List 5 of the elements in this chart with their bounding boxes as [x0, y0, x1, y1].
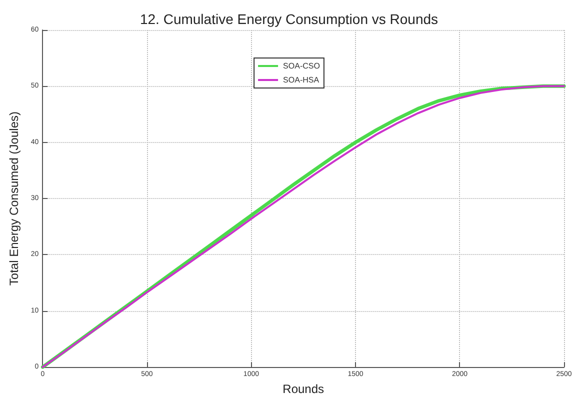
- y-axis-title: Total Energy Consumed (Joules): [7, 112, 21, 286]
- chart-title: 12. Cumulative Energy Consumption vs Rounds: [140, 11, 438, 27]
- legend-label: SOA-HSA: [283, 76, 320, 84]
- legend-label: SOA-CSO: [283, 62, 320, 70]
- x-axis-title: Rounds: [282, 382, 324, 396]
